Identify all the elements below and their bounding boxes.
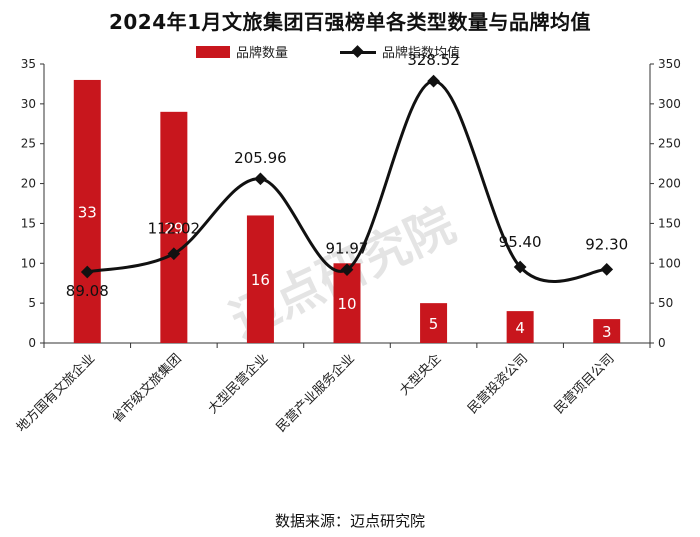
left-tick-label: 0: [28, 336, 36, 350]
x-category-label: 省市级文旅集团: [109, 351, 185, 427]
right-tick-label: 100: [658, 256, 681, 270]
right-tick-label: 350: [658, 57, 681, 71]
right-tick-label: 0: [658, 336, 666, 350]
line-value-label: 91.97: [326, 240, 369, 258]
left-tick-label: 5: [28, 296, 36, 310]
legend-bar-label: 品牌数量: [236, 46, 289, 61]
bar: [333, 263, 361, 343]
right-tick-label: 250: [658, 137, 681, 151]
x-category-label: 民营产业服务企业: [273, 351, 358, 436]
left-tick-label: 35: [21, 57, 36, 71]
bar-value-label: 16: [251, 271, 270, 289]
legend-bar-swatch: [196, 45, 230, 58]
bar: [246, 215, 274, 343]
legend-line-label: 品牌指数均值: [382, 46, 461, 61]
left-tick-label: 10: [21, 256, 36, 270]
line-value-label: 328.52: [407, 51, 460, 69]
bar-value-label: 5: [429, 315, 439, 333]
line-point-marker: [80, 265, 94, 279]
line-point-marker: [427, 74, 440, 88]
x-category-label: 大型央企: [396, 351, 444, 399]
bar-value-label: 4: [515, 319, 525, 337]
x-category-label: 地方国有文旅企业: [13, 351, 98, 436]
bar: [420, 303, 448, 343]
line-value-label: 89.08: [66, 282, 109, 300]
chart-title: 2024年1月文旅集团百强榜单各类型数量与品牌均值: [108, 10, 592, 34]
right-tick-label: 50: [658, 296, 673, 310]
left-tick-label: 15: [21, 216, 36, 230]
bar: [506, 311, 534, 343]
bar: [73, 79, 101, 343]
bar-value-label: 33: [78, 203, 97, 221]
line-value-label: 205.96: [234, 149, 287, 167]
legend: 品牌数量 品牌指数均值: [0, 40, 700, 62]
right-tick-label: 150: [658, 216, 681, 230]
left-tick-label: 30: [21, 97, 36, 111]
bar-value-label: 10: [337, 295, 356, 313]
bar: [593, 319, 621, 343]
source-note: 数据来源：迈点研究院: [274, 512, 425, 530]
bar-value-label: 3: [602, 323, 612, 341]
legend-line-swatch: [340, 44, 376, 59]
line-point-marker: [340, 263, 354, 277]
x-category-label: 民营项目公司: [552, 351, 618, 417]
bar: [160, 111, 188, 343]
legend-item-bar: 品牌数量: [196, 42, 288, 61]
x-category-label: 民营投资公司: [464, 351, 530, 417]
legend-item-line: 品牌指数均值: [340, 42, 460, 61]
line-value-label: 112.02: [148, 220, 201, 238]
right-tick-label: 200: [658, 177, 681, 191]
x-category-label: 大型民营企业: [205, 351, 271, 417]
bar-value-label: 29: [164, 219, 183, 237]
line-point-marker: [254, 172, 267, 186]
line-value-label: 92.30: [585, 235, 628, 253]
left-tick-label: 25: [21, 137, 36, 151]
line-point-marker: [600, 263, 614, 276]
right-tick-label: 300: [658, 97, 681, 111]
left-tick-label: 20: [21, 177, 36, 191]
line-value-label: 95.40: [499, 233, 542, 251]
series-line-brand-index: [86, 79, 607, 283]
